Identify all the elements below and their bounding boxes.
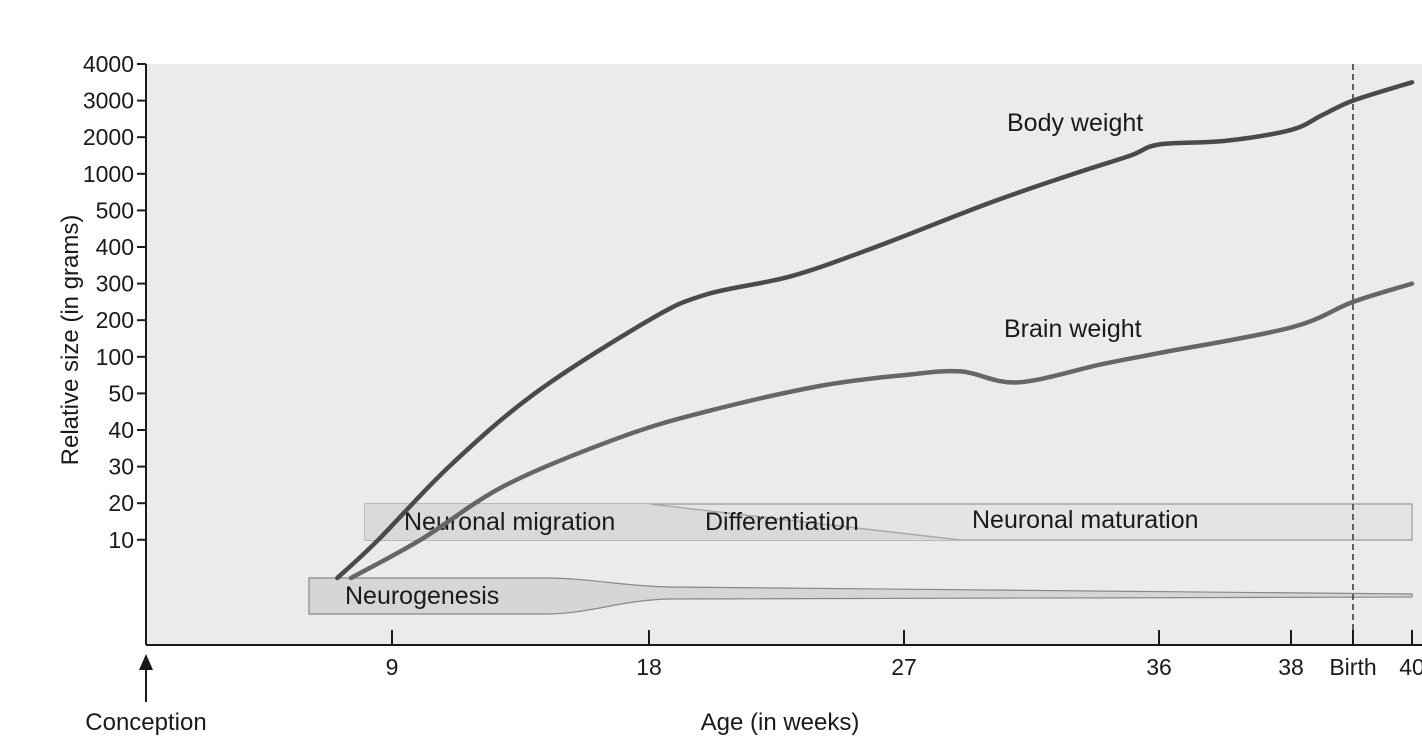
x-axis-title: Age (in weeks) [701, 709, 860, 736]
y-tick-label: 50 [108, 380, 134, 406]
neurogenesis-band [308, 577, 1413, 615]
plot-area [146, 64, 1422, 645]
phase-bands: Neurogenesis Neuronal migration Differen… [308, 503, 1413, 615]
y-tick-label: 4000 [83, 51, 134, 77]
y-tick-label: 400 [96, 234, 134, 260]
migration-band-shade [365, 504, 960, 540]
y-axis-ticks: 4000 3000 2000 1000 500 400 300 200 100 50 40 30 20 1… [83, 51, 146, 553]
x-tick-label: 27 [891, 654, 917, 680]
y-tick-label: 20 [108, 490, 134, 516]
y-tick-label: 3000 [83, 88, 134, 114]
series-layer [335, 80, 1415, 581]
up-arrow-icon [139, 654, 153, 670]
conception-label: Conception [85, 709, 206, 736]
neurogenesis-label: Neurogenesis [345, 582, 499, 610]
x-tick-label: 40 [1399, 654, 1422, 680]
x-axis-ticks: 9 18 27 36 38 Birth 40 [386, 630, 1422, 680]
y-tick-label: 200 [96, 307, 134, 333]
neuronal-migration-label: Neuronal migration [404, 508, 615, 536]
y-axis-title: Relative size (in grams) [57, 215, 84, 466]
y-tick-label: 10 [108, 527, 134, 553]
x-tick-label: 36 [1146, 654, 1172, 680]
y-tick-label: 100 [96, 344, 134, 370]
neuronal-maturation-label: Neuronal maturation [972, 506, 1199, 534]
differentiation-label: Differentiation [705, 508, 859, 536]
x-tick-label: 9 [386, 654, 399, 680]
body-weight-label: Body weight [1007, 109, 1143, 137]
x-tick-label: 18 [636, 654, 662, 680]
y-tick-label: 40 [108, 417, 134, 443]
x-tick-label: 38 [1278, 654, 1304, 680]
brain-weight-label: Brain weight [1004, 315, 1142, 343]
conception-marker: Conception [85, 654, 207, 736]
body-weight-line [335, 80, 1415, 581]
y-tick-label: 1000 [83, 161, 134, 187]
x-tick-label: Birth [1329, 654, 1376, 680]
y-tick-label: 300 [96, 271, 134, 297]
axes [145, 64, 1422, 646]
y-tick-label: 30 [108, 454, 134, 480]
phase-divider [649, 503, 961, 541]
y-tick-label: 2000 [83, 124, 134, 150]
y-tick-label: 500 [96, 197, 134, 223]
brain-weight-line [348, 281, 1415, 581]
